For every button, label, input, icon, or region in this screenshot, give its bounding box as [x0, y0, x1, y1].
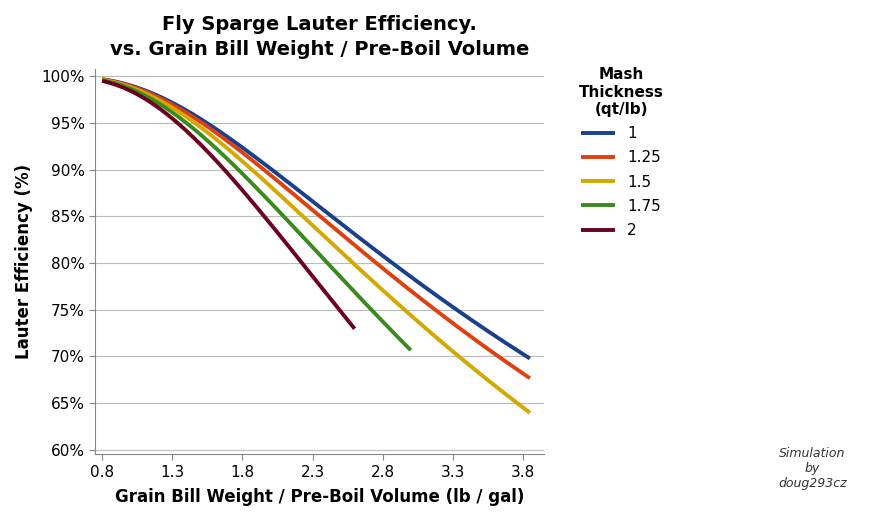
1: [285, 181, 296, 187]
Text: Simulation
by
doug293cz: Simulation by doug293cz: [778, 446, 847, 490]
1.25: [140, 89, 151, 95]
2: [270, 227, 281, 233]
1.25: [390, 276, 401, 282]
2: [208, 155, 219, 161]
2: [298, 262, 309, 268]
Line: 1.5: 1.5: [102, 80, 530, 413]
1.5: [430, 334, 441, 340]
Line: 1: 1: [102, 79, 530, 358]
1.25: [270, 176, 281, 182]
1.75: [405, 347, 416, 353]
2: [294, 256, 305, 263]
1.75: [233, 166, 244, 172]
1.25: [285, 189, 296, 195]
Title: Fly Sparge Lauter Efficiency.
vs. Grain Bill Weight / Pre-Boil Volume: Fly Sparge Lauter Efficiency. vs. Grain …: [109, 15, 529, 59]
Legend: 1, 1.25, 1.5, 1.75, 2: 1, 1.25, 1.5, 1.75, 2: [572, 61, 669, 244]
1.5: [390, 299, 401, 305]
1.25: [97, 76, 108, 82]
1.75: [97, 77, 108, 83]
1.75: [337, 276, 348, 282]
Line: 1.25: 1.25: [102, 79, 530, 378]
Y-axis label: Lauter Efficiency (%): Lauter Efficiency (%): [15, 164, 33, 359]
1.5: [438, 340, 449, 346]
1: [97, 76, 108, 82]
1.5: [525, 410, 535, 416]
1: [270, 169, 281, 176]
1.75: [309, 246, 320, 252]
1.75: [128, 87, 139, 93]
1.25: [438, 313, 449, 319]
2: [350, 326, 360, 332]
1.5: [140, 90, 151, 96]
2: [123, 86, 133, 93]
1.5: [285, 202, 296, 208]
1: [430, 292, 441, 298]
Line: 2: 2: [102, 81, 355, 329]
1.5: [97, 77, 108, 83]
1: [390, 263, 401, 269]
1: [525, 355, 535, 362]
2: [199, 145, 209, 152]
X-axis label: Grain Bill Weight / Pre-Boil Volume (lb / gal): Grain Bill Weight / Pre-Boil Volume (lb …: [115, 488, 525, 506]
1: [140, 88, 151, 94]
1.5: [270, 188, 281, 194]
1.25: [525, 375, 535, 381]
1.25: [430, 307, 441, 313]
1.75: [222, 155, 232, 162]
1: [438, 297, 449, 304]
2: [97, 78, 108, 84]
1.75: [343, 282, 354, 289]
Line: 1.75: 1.75: [102, 80, 411, 350]
